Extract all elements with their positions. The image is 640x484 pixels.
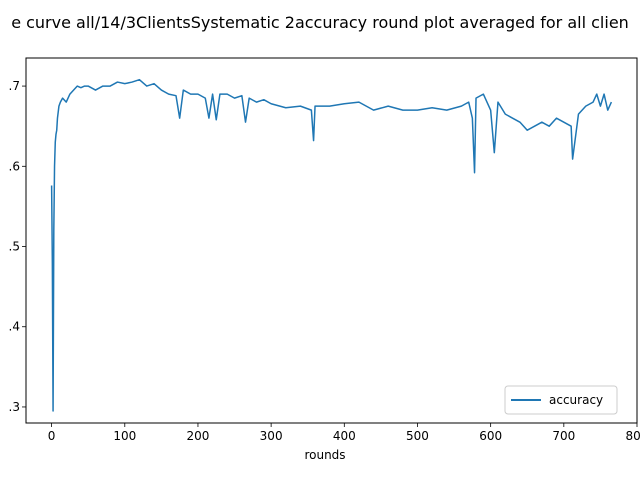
y-tick-label: .4 — [9, 320, 20, 334]
x-tick-label: 800 — [626, 429, 640, 443]
x-tick-label: 100 — [113, 429, 136, 443]
series-line-accuracy — [50, 78, 613, 412]
legend-label-accuracy: accuracy — [549, 393, 603, 407]
y-tick-label: .5 — [9, 240, 20, 254]
y-tick-label: .7 — [9, 79, 20, 93]
x-tick-label: 700 — [552, 429, 575, 443]
x-tick-label: 0 — [48, 429, 56, 443]
y-tick-label: .6 — [9, 159, 20, 173]
y-axis-ticks: .3 .4 .5 .6 .7 — [9, 79, 26, 414]
legend-box — [504, 385, 618, 415]
x-tick-label: 300 — [260, 429, 283, 443]
y-tick-label: .3 — [9, 400, 20, 414]
chart-title: e curve all/14/3ClientsSystematic 2accur… — [11, 13, 629, 32]
plot-frame — [25, 57, 638, 424]
x-axis-label: rounds — [304, 448, 345, 462]
plot-area — [50, 78, 613, 412]
x-tick-label: 200 — [187, 429, 210, 443]
x-tick-label: 400 — [333, 429, 356, 443]
x-tick-label: 500 — [406, 429, 429, 443]
x-tick-label: 600 — [479, 429, 502, 443]
x-axis-ticks: 0 100 200 300 400 500 600 700 800 — [48, 423, 640, 443]
legend: accuracy — [504, 385, 618, 415]
